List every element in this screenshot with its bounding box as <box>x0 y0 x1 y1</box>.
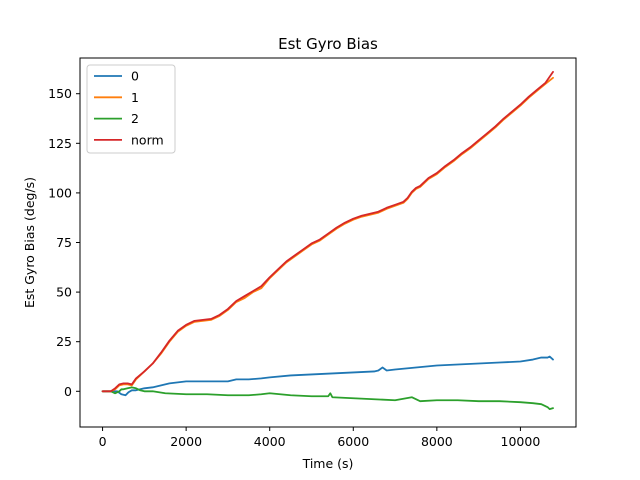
chart-title: Est Gyro Bias <box>278 35 378 53</box>
y-tick-label: 125 <box>48 136 72 151</box>
x-tick-label: 10000 <box>501 434 541 449</box>
x-axis-label: Time (s) <box>302 456 354 471</box>
x-tick-label: 0 <box>99 434 107 449</box>
x-axis: 0 2000 4000 6000 8000 10000 <box>99 427 541 449</box>
series-line-0 <box>101 355 554 397</box>
legend-label-norm: norm <box>131 132 164 147</box>
legend-label-1: 1 <box>131 90 139 105</box>
legend-label-0: 0 <box>131 69 139 84</box>
x-tick-label: 6000 <box>337 434 369 449</box>
y-tick-label: 100 <box>48 185 72 200</box>
plot-area <box>101 70 554 411</box>
y-axis-label: Est Gyro Bias (deg/s) <box>22 177 37 308</box>
y-tick-label: 25 <box>56 334 72 349</box>
x-tick-label: 4000 <box>254 434 286 449</box>
y-tick-label: 50 <box>56 285 72 300</box>
series-line-norm <box>101 70 554 393</box>
x-tick-label: 2000 <box>170 434 202 449</box>
legend: 0 1 2 norm <box>86 64 176 154</box>
series-line-2 <box>101 386 554 411</box>
y-tick-label: 150 <box>48 86 72 101</box>
y-axis: 0 25 50 75 100 125 150 <box>48 86 80 399</box>
legend-label-2: 2 <box>131 111 139 126</box>
y-tick-label: 0 <box>64 384 72 399</box>
x-tick-label: 8000 <box>421 434 453 449</box>
y-tick-label: 75 <box>56 235 72 250</box>
legend-box <box>86 64 176 154</box>
